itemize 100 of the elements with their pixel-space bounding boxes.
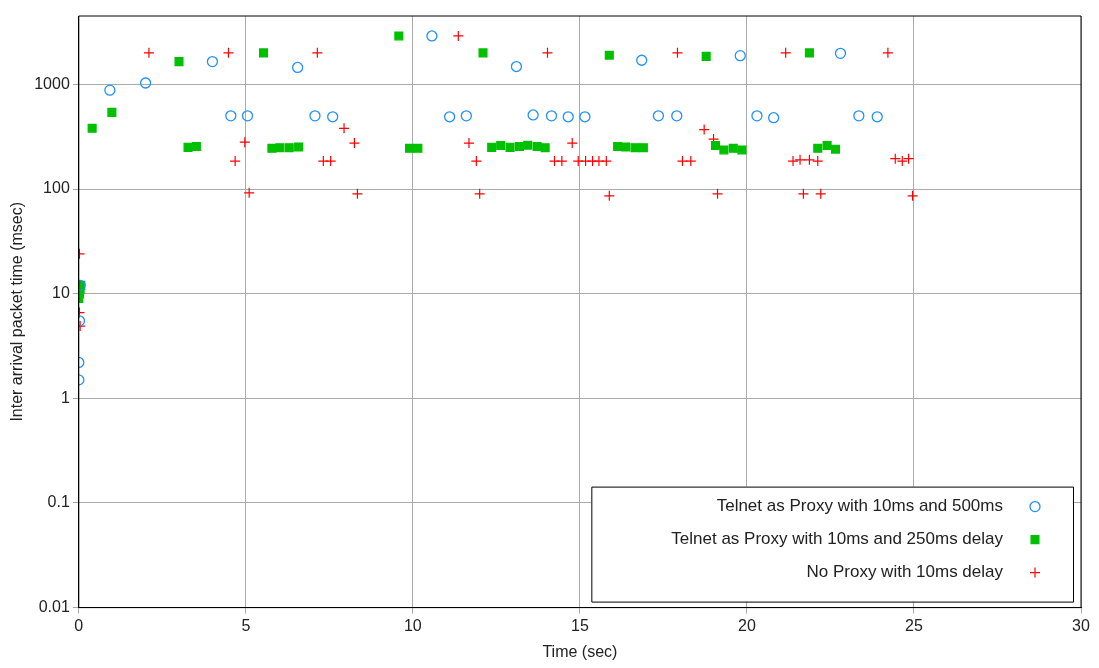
y-tick-label: 1: [60, 388, 70, 406]
point: [532, 141, 542, 151]
point: [222, 47, 235, 59]
point: [487, 142, 497, 152]
point: [327, 111, 339, 123]
point: [243, 187, 255, 199]
point: [510, 60, 523, 73]
point: [600, 155, 612, 167]
point: [804, 48, 814, 58]
x-tick-label: 30: [1072, 616, 1090, 634]
point: [540, 143, 550, 153]
point: [737, 145, 747, 155]
point: [579, 111, 591, 123]
point: [317, 155, 329, 167]
point: [853, 110, 865, 122]
point: [394, 31, 404, 41]
point: [871, 111, 883, 123]
point: [896, 155, 908, 167]
point: [309, 110, 321, 122]
point: [523, 140, 533, 150]
point: [719, 145, 729, 155]
point: [505, 142, 515, 152]
x-tick-label: 20: [738, 616, 756, 634]
point: [541, 47, 554, 59]
point: [426, 30, 438, 42]
point: [291, 61, 304, 74]
point: [676, 155, 689, 167]
point: [698, 123, 710, 136]
point: [104, 84, 116, 96]
point: [239, 136, 251, 148]
point: [191, 141, 201, 151]
point: [183, 142, 193, 152]
point: [174, 57, 184, 67]
y-tick-label: 1000: [34, 74, 70, 92]
point: [787, 155, 799, 167]
point: [671, 110, 683, 122]
point: [325, 155, 337, 167]
point: [259, 48, 269, 58]
point: [630, 143, 640, 153]
point: [566, 137, 578, 149]
point: [478, 48, 488, 58]
point: [241, 110, 254, 122]
point: [907, 190, 919, 202]
point: [636, 54, 648, 66]
point: [685, 155, 697, 167]
x-tick-label: 0: [74, 616, 84, 634]
point: [284, 143, 294, 153]
x-tick-label: 15: [571, 616, 589, 634]
point: [225, 110, 237, 122]
point: [275, 143, 285, 153]
point: [751, 110, 763, 122]
point: [604, 50, 614, 60]
point: [889, 153, 901, 165]
point: [294, 142, 304, 152]
point: [514, 141, 524, 151]
point: [351, 188, 364, 200]
point: [338, 122, 350, 134]
legend-label: Telnet as Proxy with 10ms and 500ms: [716, 496, 1003, 516]
point: [621, 142, 631, 152]
point: [815, 188, 827, 200]
x-tick-label: 25: [905, 616, 923, 634]
y-tick-label: 0.1: [47, 493, 70, 511]
point: [267, 143, 277, 153]
point: [797, 188, 809, 200]
point: [348, 137, 360, 149]
point: [671, 47, 684, 59]
point: [638, 143, 648, 153]
y-tick-label: 10: [52, 284, 70, 302]
point: [803, 154, 815, 166]
point: [794, 154, 806, 166]
point: [460, 110, 472, 122]
point: [413, 143, 423, 153]
point: [443, 111, 456, 123]
x-tick-label: 5: [241, 616, 251, 634]
point: [903, 153, 915, 165]
point: [813, 143, 823, 153]
point: [562, 111, 574, 123]
point: [780, 47, 792, 59]
legend-label: No Proxy with 10ms delay: [806, 562, 1004, 582]
point: [882, 47, 894, 59]
point: [734, 50, 746, 62]
point: [545, 110, 558, 122]
point: [812, 155, 824, 167]
point: [822, 141, 832, 151]
point: [834, 47, 847, 59]
y-axis-title: Inter arrival packet time (msec): [8, 202, 26, 422]
point: [556, 155, 568, 167]
point: [107, 107, 117, 117]
point: [768, 112, 780, 124]
point: [701, 51, 711, 61]
point: [474, 188, 486, 200]
point: [470, 155, 482, 167]
point: [496, 141, 506, 151]
point: [710, 141, 721, 151]
point: [728, 143, 738, 153]
legend-label: Telnet as Proxy with 10ms and 250ms delay: [671, 529, 1004, 549]
point: [711, 188, 724, 200]
point: [572, 155, 584, 167]
point: [143, 47, 155, 59]
point: [603, 190, 615, 202]
